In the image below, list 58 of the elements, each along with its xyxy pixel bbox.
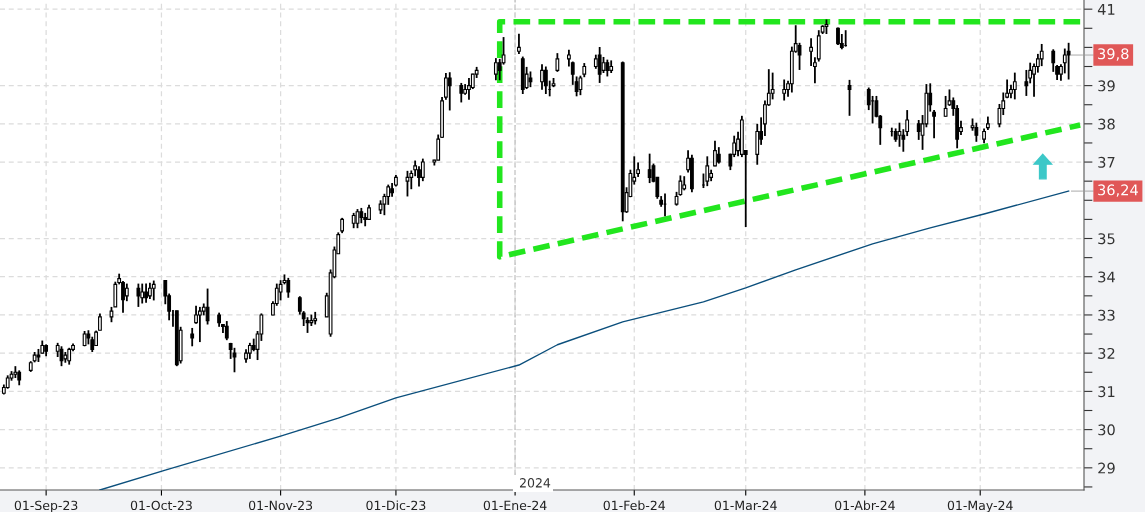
candlestick	[205, 287, 210, 326]
x-tick-label: 01-Abr-24	[835, 500, 895, 511]
candlestick	[355, 208, 360, 230]
candlestick	[916, 119, 921, 141]
x-tick-label: 01-Mar-24	[714, 500, 777, 511]
candlestick	[974, 121, 979, 143]
candlestick	[540, 63, 544, 91]
line-series	[99, 190, 1070, 490]
candlestick	[1066, 41, 1071, 81]
x-tick-label: 01-Oct-23	[130, 500, 192, 511]
candlestick	[543, 65, 548, 95]
candlestick	[713, 139, 717, 168]
candlestick	[847, 78, 852, 117]
candlestick	[897, 121, 902, 148]
candlestick	[140, 282, 145, 305]
y-tick-label: 35	[1098, 233, 1115, 245]
candlestick	[555, 52, 560, 73]
y-tick-label: 34	[1098, 271, 1115, 283]
candlestick	[943, 95, 948, 118]
candlestick	[232, 346, 237, 374]
candlestick	[417, 165, 421, 188]
candlestick	[578, 74, 583, 97]
candlestick	[932, 109, 936, 140]
candlestick	[467, 77, 471, 101]
x-tick-label: 01-Dic-23	[366, 500, 426, 511]
candlestick	[459, 82, 464, 104]
x-tick-label: 01-Nov-23	[248, 500, 313, 511]
candlestick	[420, 157, 425, 183]
candlestick	[447, 71, 452, 112]
candlestick	[286, 276, 291, 299]
candlestick	[144, 282, 148, 304]
x-tick-label: 01-May-24	[947, 500, 1013, 512]
y-tick-label: 38	[1098, 118, 1115, 130]
candlestick	[809, 37, 813, 68]
annotation: 39,8	[1098, 48, 1129, 61]
candlestick	[493, 57, 498, 82]
x-tick-label: 01-Feb-24	[603, 500, 666, 511]
candlestick	[405, 169, 410, 198]
y-tick-label: 32	[1098, 347, 1115, 359]
y-tick-label: 30	[1098, 424, 1115, 436]
y-tick-label: 31	[1098, 386, 1115, 398]
candlestick	[190, 327, 195, 348]
candlestick	[597, 46, 602, 84]
candlestick	[278, 279, 283, 302]
y-tick-label: 37	[1098, 156, 1115, 168]
y-tick-label: 29	[1098, 462, 1115, 474]
annotation: 36,24	[1098, 184, 1138, 197]
y-tick-label: 41	[1097, 4, 1115, 15]
candlestick	[574, 75, 579, 98]
candlestick	[517, 32, 521, 55]
candlestick	[136, 282, 141, 308]
ref-line-label: 2024	[519, 478, 551, 488]
candlestick	[705, 155, 710, 188]
x-tick-label: 01-Sep-23	[14, 500, 78, 512]
candlestick	[1051, 48, 1056, 73]
y-tick-label: 33	[1098, 309, 1115, 321]
y-tick-label: 39	[1098, 80, 1115, 92]
x-tick-label: 01-Ene-24	[483, 500, 547, 511]
